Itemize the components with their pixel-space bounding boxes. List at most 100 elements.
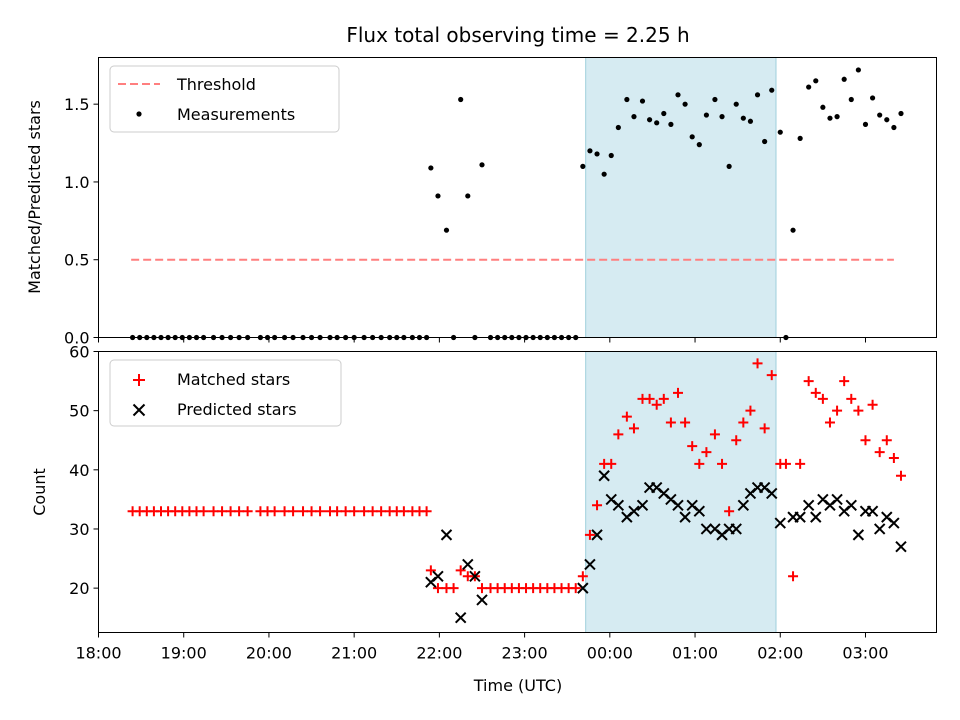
measurement-point xyxy=(884,117,890,123)
bottom-x-ticks: 18:00 19:00 20:00 21:00 22:00 23:00 00:00 01:00… xyxy=(75,632,889,663)
matched-star-point xyxy=(208,506,219,517)
matched-star-point xyxy=(803,376,814,387)
y-tick-label: 40 xyxy=(69,461,89,480)
bottom-legend-box xyxy=(109,359,342,427)
predicted-star-point xyxy=(895,541,907,553)
legend-threshold-label: Threshold xyxy=(176,75,256,94)
matched-star-point xyxy=(432,583,443,594)
measurement-point xyxy=(594,151,600,157)
matched-star-point xyxy=(846,393,857,404)
matched-star-point xyxy=(795,458,806,469)
matched-star-point xyxy=(752,358,763,369)
top-plot-frame xyxy=(98,57,937,338)
top-x-ticks xyxy=(98,337,866,343)
matched-star-point xyxy=(701,447,712,458)
predicted-star-point xyxy=(432,570,444,583)
top-observation-span xyxy=(585,57,777,338)
predicted-star-point xyxy=(873,523,886,535)
bottom-plot-frame xyxy=(98,351,937,633)
matched-star-point xyxy=(269,506,280,517)
matched-star-point xyxy=(279,506,290,517)
y-tick-label: 20 xyxy=(69,579,89,598)
measurement-point xyxy=(458,96,464,103)
matched-star-point xyxy=(425,565,436,576)
measurement-point xyxy=(834,114,840,120)
measurement-point xyxy=(869,95,876,101)
measurement-point xyxy=(428,165,434,171)
measurement-point xyxy=(762,138,768,145)
measurement-point xyxy=(898,110,904,117)
matched-star-point xyxy=(359,506,370,517)
x-axis-label: Time (UTC) xyxy=(473,676,562,695)
measurement-point xyxy=(443,227,450,233)
matched-star-points xyxy=(127,358,906,594)
matched-star-point xyxy=(349,506,360,517)
matched-star-point xyxy=(628,423,639,434)
predicted-star-point xyxy=(802,499,815,512)
measurement-point xyxy=(806,84,812,90)
matched-star-point xyxy=(874,447,885,458)
predicted-star-point xyxy=(476,594,488,606)
matched-star-point xyxy=(421,506,432,517)
matched-star-point xyxy=(644,393,655,404)
matched-star-point xyxy=(832,405,843,416)
predicted-star-point xyxy=(766,487,778,500)
matched-star-point xyxy=(613,429,624,440)
measurement-point xyxy=(862,121,869,127)
bottom-y-axis-label: Count xyxy=(30,468,49,516)
matched-star-point xyxy=(881,435,892,446)
predicted-star-points xyxy=(425,470,907,624)
predicted-star-point xyxy=(636,499,649,512)
legend-matched-label: Matched stars xyxy=(177,370,290,389)
predicted-star-point xyxy=(577,582,589,594)
predicted-star-point xyxy=(845,499,857,512)
measurement-point xyxy=(615,124,621,131)
measurement-point xyxy=(848,96,854,103)
top-y-ticks: 0.0 0.5 1.0 1.5 xyxy=(64,95,99,348)
x-tick-label: 00:00 xyxy=(587,644,633,663)
measurement-point xyxy=(841,76,847,82)
matched-star-point xyxy=(895,470,906,481)
predicted-star-point xyxy=(598,470,610,482)
matched-star-point xyxy=(332,506,343,517)
measurement-point xyxy=(479,162,485,168)
y-tick-label: 50 xyxy=(69,402,89,421)
legend-predicted-swatch xyxy=(132,403,146,417)
measurement-point xyxy=(654,120,660,126)
measurement-point xyxy=(435,193,441,199)
predicted-star-point xyxy=(628,505,640,517)
y-tick-label: 1.0 xyxy=(64,173,89,192)
predicted-star-point xyxy=(672,499,684,512)
matched-star-point xyxy=(234,506,245,517)
matched-star-point xyxy=(788,571,799,582)
matched-star-point xyxy=(376,506,387,517)
measurement-point xyxy=(747,118,754,124)
measurement-point xyxy=(740,115,746,121)
legend-matched-swatch xyxy=(133,374,145,386)
x-tick-label: 02:00 xyxy=(757,644,803,663)
measurement-points xyxy=(129,67,904,341)
matched-star-point xyxy=(315,506,326,517)
matched-star-point xyxy=(298,506,309,517)
predicted-star-point xyxy=(737,499,750,512)
predicted-star-point xyxy=(730,523,742,535)
matched-star-point xyxy=(694,458,705,469)
matched-star-point xyxy=(577,571,588,582)
top-legend: Threshold Measurements xyxy=(109,65,340,133)
measurement-point xyxy=(712,96,718,103)
measurement-point xyxy=(797,135,803,141)
predicted-star-point xyxy=(700,523,713,535)
matched-star-point xyxy=(658,393,669,404)
measurement-point xyxy=(465,193,471,199)
matched-star-point xyxy=(731,435,742,446)
legend-measurements-label: Measurements xyxy=(177,105,295,124)
x-tick-label: 18:00 xyxy=(75,644,121,663)
matched-star-point xyxy=(592,500,603,511)
measurement-point xyxy=(726,163,732,169)
measurement-point xyxy=(601,171,607,177)
measurement-point xyxy=(661,110,667,117)
x-tick-label: 22:00 xyxy=(416,644,462,663)
measurement-point xyxy=(608,152,614,159)
predicted-star-point xyxy=(612,499,625,512)
predicted-star-point xyxy=(693,505,706,517)
